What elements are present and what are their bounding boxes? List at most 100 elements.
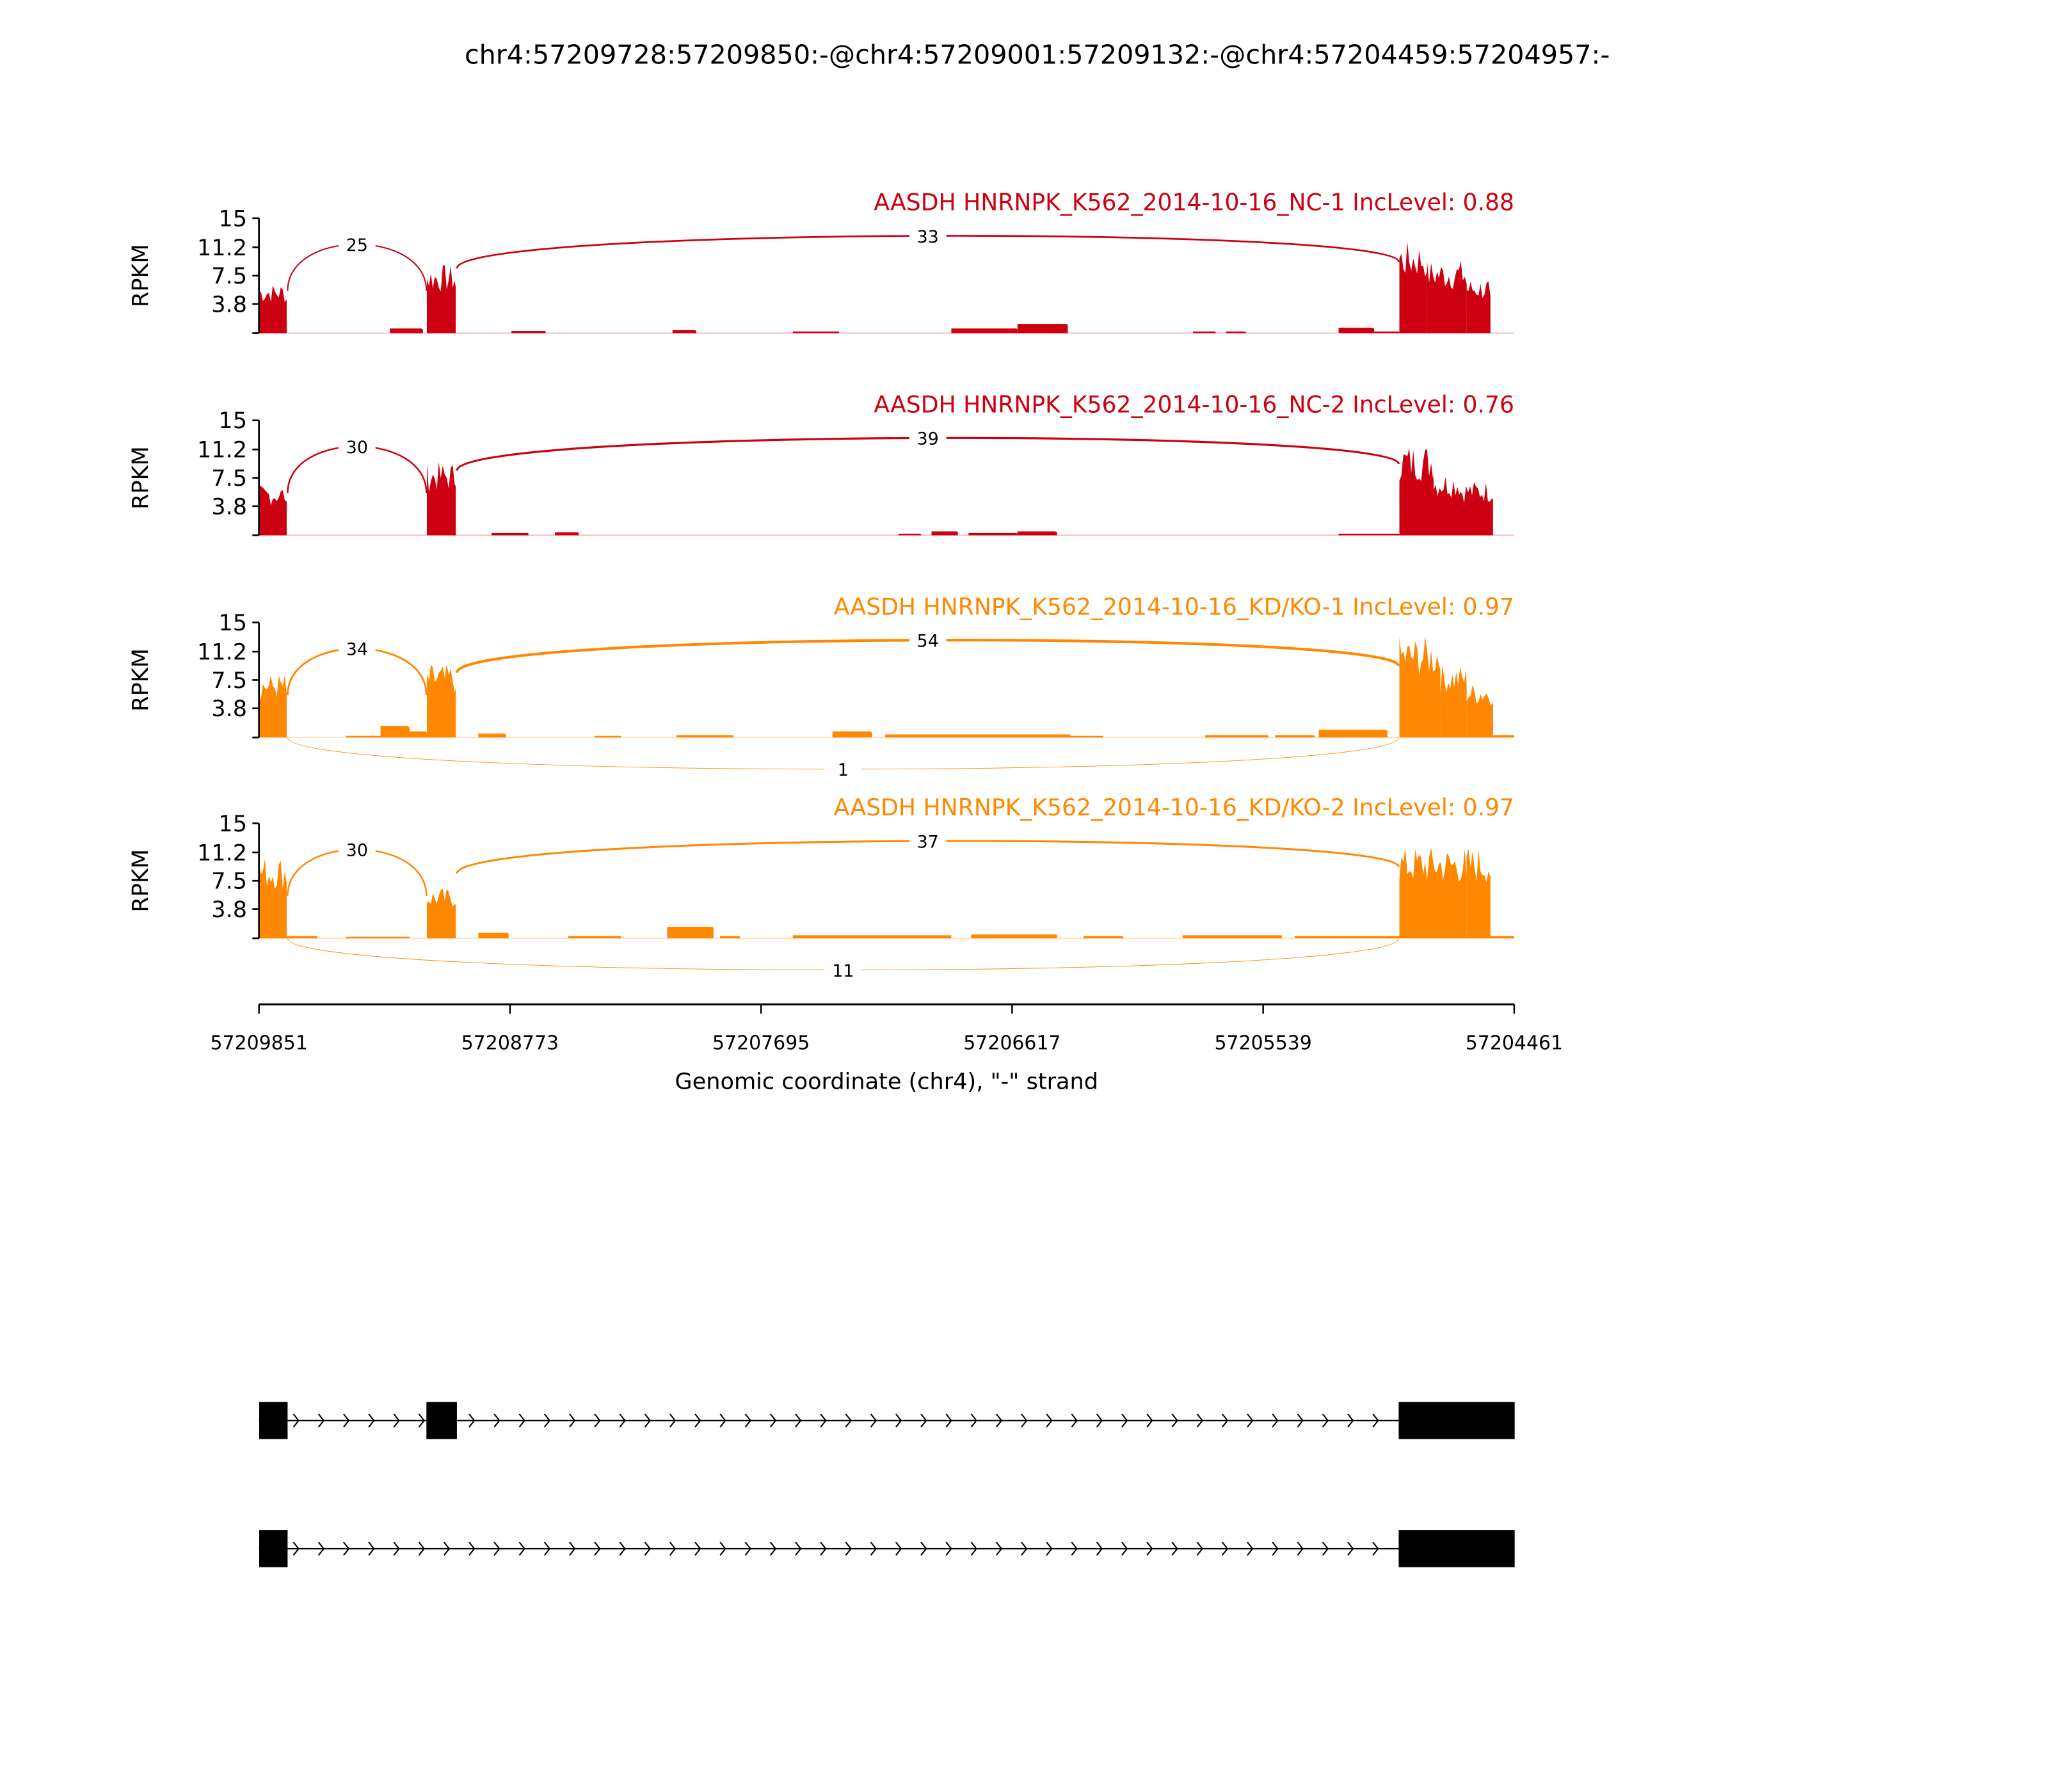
coverage-block bbox=[426, 461, 456, 536]
strand-arrow-icon bbox=[518, 1413, 525, 1428]
coverage-block bbox=[832, 731, 872, 738]
coverage-block bbox=[720, 936, 740, 939]
y-tick-label: 15 bbox=[218, 205, 247, 232]
coverage-block bbox=[478, 932, 509, 939]
track-title: AASDH HNRNPK_K562_2014-10-16_KD/KO-2 Inc… bbox=[834, 794, 1514, 821]
strand-arrow-icon bbox=[795, 1413, 802, 1428]
coverage-block bbox=[1399, 636, 1441, 738]
coverage-block bbox=[555, 532, 579, 536]
coverage-block bbox=[1318, 730, 1388, 738]
junction-count-label: 25 bbox=[346, 236, 368, 255]
strand-arrow-icon bbox=[1322, 1413, 1329, 1428]
coverage-block bbox=[380, 726, 410, 738]
coverage-block bbox=[259, 485, 287, 536]
strand-arrow-icon bbox=[1096, 1541, 1103, 1556]
x-tick-label: 57204461 bbox=[1466, 1032, 1563, 1054]
gene-model-2 bbox=[259, 1530, 1515, 1567]
strand-arrow-icon bbox=[342, 1413, 350, 1428]
strand-arrow-icon bbox=[393, 1541, 400, 1556]
strand-arrow-icon bbox=[619, 1541, 626, 1556]
strand-arrow-icon bbox=[1372, 1413, 1379, 1428]
coverage-block bbox=[1226, 332, 1246, 333]
strand-arrow-icon bbox=[895, 1413, 902, 1428]
coverage-block bbox=[390, 328, 423, 333]
x-tick-label: 57206617 bbox=[963, 1032, 1060, 1054]
track-4: 15 11.27.53.8 RPKM AASDH HNRNPK_K562_2014-1… bbox=[127, 794, 1514, 981]
coverage-block bbox=[792, 332, 840, 333]
track-title: AASDH HNRNPK_K562_2014-10-16_KD/KO-1 Inc… bbox=[834, 593, 1514, 620]
track-title: AASDH HNRNPK_K562_2014-10-16_NC-1 IncLev… bbox=[874, 189, 1514, 216]
y-tick-label: 15 bbox=[218, 610, 247, 636]
exon-block bbox=[1398, 1530, 1515, 1567]
x-tick-label: 57209851 bbox=[210, 1032, 307, 1054]
strand-arrow-icon bbox=[1247, 1541, 1254, 1556]
y-axis-label: RPKM bbox=[127, 849, 154, 913]
x-axis: 57209851 57208773 57207695 57206617 57205539… bbox=[210, 1003, 1563, 1054]
strand-arrow-icon bbox=[317, 1413, 325, 1428]
strand-arrow-icon bbox=[920, 1413, 927, 1428]
strand-arrow-icon bbox=[945, 1541, 952, 1556]
y-tick-label: 7.5 bbox=[211, 263, 247, 289]
x-axis-label: Genomic coordinate (chr4), "-" strand bbox=[675, 1068, 1099, 1094]
y-tick-label: 7.5 bbox=[211, 868, 247, 895]
track-3: 15 11.27.53.8 RPKM AASDH HNRNPK_K562_2014-1… bbox=[127, 593, 1514, 780]
strand-arrow-icon bbox=[1071, 1541, 1078, 1556]
strand-arrow-icon bbox=[970, 1541, 977, 1556]
junction-label-bg bbox=[338, 234, 376, 255]
junction-label-bg bbox=[909, 629, 947, 651]
strand-arrow-icon bbox=[1096, 1413, 1103, 1428]
strand-arrow-icon bbox=[769, 1413, 777, 1428]
strand-arrow-icon bbox=[493, 1413, 500, 1428]
strand-arrow-icon bbox=[1146, 1541, 1153, 1556]
coverage-block bbox=[1466, 849, 1491, 939]
strand-arrow-icon bbox=[543, 1541, 551, 1556]
coverage-block bbox=[426, 664, 456, 738]
y-tick-label: 11.2 bbox=[197, 639, 247, 666]
coverage-block bbox=[1427, 260, 1467, 333]
y-axis-label: RPKM bbox=[127, 446, 154, 509]
strand-arrow-icon bbox=[1196, 1541, 1204, 1556]
y-tick-label: 11.2 bbox=[197, 840, 247, 866]
coverage-block bbox=[426, 265, 456, 333]
coverage-block bbox=[1434, 476, 1460, 536]
strand-arrow-icon bbox=[342, 1541, 350, 1556]
strand-arrow-icon bbox=[895, 1541, 902, 1556]
strand-arrow-icon bbox=[820, 1541, 827, 1556]
strand-arrow-icon bbox=[1121, 1541, 1128, 1556]
strand-arrow-icon bbox=[1297, 1413, 1304, 1428]
strand-arrow-icon bbox=[1221, 1541, 1229, 1556]
coverage-block bbox=[885, 734, 1071, 738]
gene-models bbox=[259, 1402, 1515, 1567]
strand-arrow-icon bbox=[543, 1413, 551, 1428]
coverage-block bbox=[971, 934, 1057, 939]
junction-label-bg bbox=[338, 838, 376, 860]
junction-count-label: 33 bbox=[917, 227, 939, 247]
strand-arrow-icon bbox=[569, 1413, 576, 1428]
coverage-block bbox=[346, 936, 410, 939]
junction-label-bg bbox=[909, 830, 947, 852]
y-axis-label: RPKM bbox=[127, 244, 154, 307]
strand-arrow-icon bbox=[970, 1413, 977, 1428]
coverage-block bbox=[676, 735, 733, 738]
strand-arrow-icon bbox=[317, 1541, 325, 1556]
junction-label-bg bbox=[824, 959, 862, 981]
strand-arrow-icon bbox=[644, 1541, 652, 1556]
strand-arrow-icon bbox=[995, 1413, 1003, 1428]
strand-arrow-icon bbox=[769, 1541, 777, 1556]
strand-arrow-icon bbox=[644, 1413, 652, 1428]
strand-arrow-icon bbox=[418, 1541, 426, 1556]
strand-arrow-icon bbox=[518, 1541, 525, 1556]
coverage-block bbox=[1374, 332, 1400, 333]
x-tick-label: 57208773 bbox=[461, 1032, 559, 1054]
junction-label-bg bbox=[338, 436, 376, 458]
junction-count-label: 34 bbox=[346, 640, 368, 660]
coverage-block bbox=[478, 733, 506, 738]
exon-block bbox=[1398, 1402, 1515, 1439]
y-tick-label: 3.8 bbox=[211, 291, 247, 317]
strand-arrow-icon bbox=[845, 1541, 852, 1556]
strand-arrow-icon bbox=[870, 1413, 877, 1428]
strand-arrow-icon bbox=[493, 1541, 500, 1556]
strand-arrow-icon bbox=[1347, 1413, 1354, 1428]
strand-arrow-icon bbox=[694, 1541, 701, 1556]
